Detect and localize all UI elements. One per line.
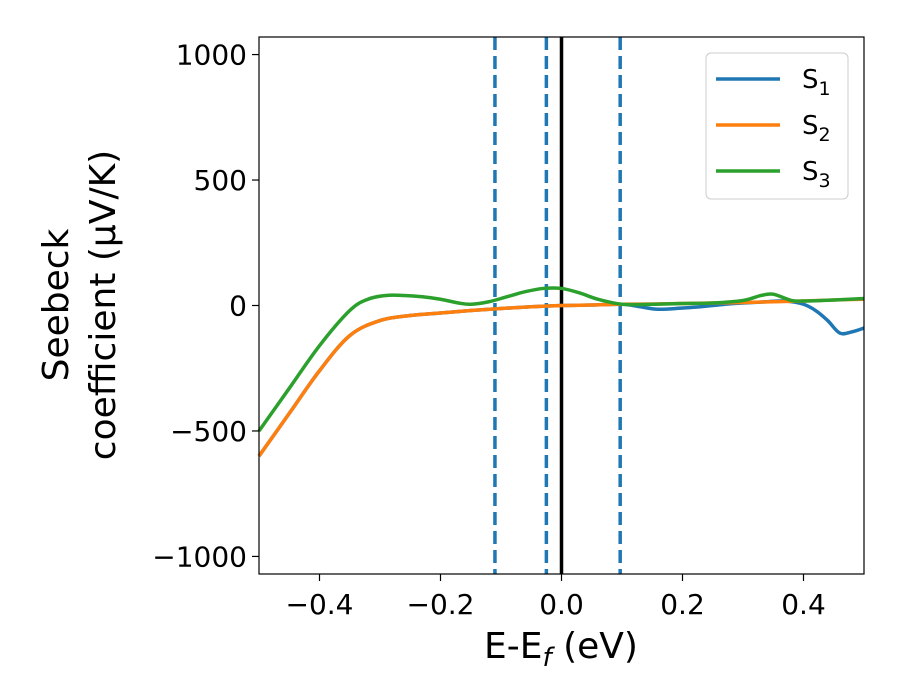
y-tick-label: −500: [170, 415, 247, 448]
x-axis-label-main: E-E: [484, 626, 542, 667]
x-tick-label: 0.4: [781, 588, 826, 621]
series-line-s2: [257, 297, 865, 458]
y-tick-label: 0: [229, 290, 247, 323]
legend-label-s1: S1: [802, 65, 831, 100]
y-tick-label: 1000: [176, 39, 247, 72]
y-axis-label: Seebeck coefficient (μV/K): [36, 150, 124, 460]
series-lines: [257, 286, 865, 458]
x-tick-label: 0.2: [660, 588, 705, 621]
x-axis-label-unit: (eV): [552, 626, 638, 667]
x-tick-label: −0.2: [407, 588, 475, 621]
y-tick-label: 500: [194, 164, 247, 197]
y-axis-label-line2: coefficient (μV/K): [83, 150, 124, 460]
x-axis-label: E-Ef (eV): [484, 626, 638, 673]
x-tick-label: −0.4: [286, 588, 354, 621]
x-axis-ticks: −0.4 −0.2 0.0 0.2 0.4: [286, 574, 826, 621]
legend: S1 S2 S3: [705, 52, 849, 200]
y-axis-label-line1: Seebeck: [36, 228, 77, 381]
series-line-s3: [257, 286, 865, 432]
x-tick-label: 0.0: [539, 588, 584, 621]
y-tick-label: −1000: [152, 540, 247, 573]
legend-label-s2: S2: [802, 111, 831, 146]
y-axis-ticks: −1000 −500 0 500 1000: [152, 39, 259, 573]
legend-label-s3: S3: [802, 157, 831, 192]
